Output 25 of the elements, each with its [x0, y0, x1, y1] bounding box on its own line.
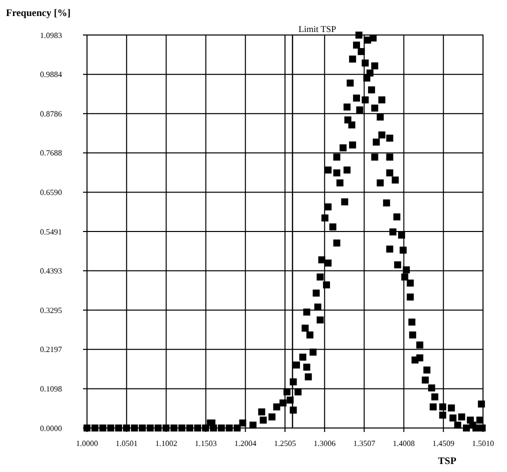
- x-tick-label: 1.4509: [432, 439, 454, 448]
- y-axis-title: Frequency [%]: [6, 8, 71, 19]
- ref-line-label: Limit TSP: [298, 24, 336, 34]
- x-tick-label: 1.1503: [194, 439, 217, 448]
- y-tick-label: 0.3295: [40, 306, 62, 315]
- y-tick-label: 1.0983: [40, 30, 62, 40]
- x-tick-label: 1.4008: [392, 439, 415, 448]
- x-tick-label: 1.0000: [76, 439, 98, 448]
- x-tick-label: 1.5010: [472, 439, 494, 448]
- x-axis-title: TSP: [438, 456, 456, 467]
- y-tick-label: 0.5491: [40, 227, 62, 236]
- x-tick-label: 1.0501: [116, 439, 138, 448]
- y-tick-label: 0.1098: [40, 384, 62, 394]
- x-tick-label: 1.1002: [155, 439, 178, 448]
- x-tick-label: 1.3006: [314, 439, 336, 448]
- y-tick-label: 0.2197: [40, 345, 62, 354]
- y-tick-label: 0.4393: [40, 266, 62, 276]
- y-tick-label: 0.6590: [40, 188, 62, 197]
- x-tick-label: 1.2004: [234, 439, 256, 448]
- x-tick-label: 1.3507: [353, 439, 376, 448]
- x-tick-label: 1.2505: [274, 439, 296, 448]
- y-tick-label: 0.7688: [40, 148, 62, 158]
- y-tick-label: 0.8786: [40, 109, 62, 118]
- y-tick-label: 0.9884: [40, 70, 62, 80]
- y-tick-label: 0.0000: [40, 424, 62, 433]
